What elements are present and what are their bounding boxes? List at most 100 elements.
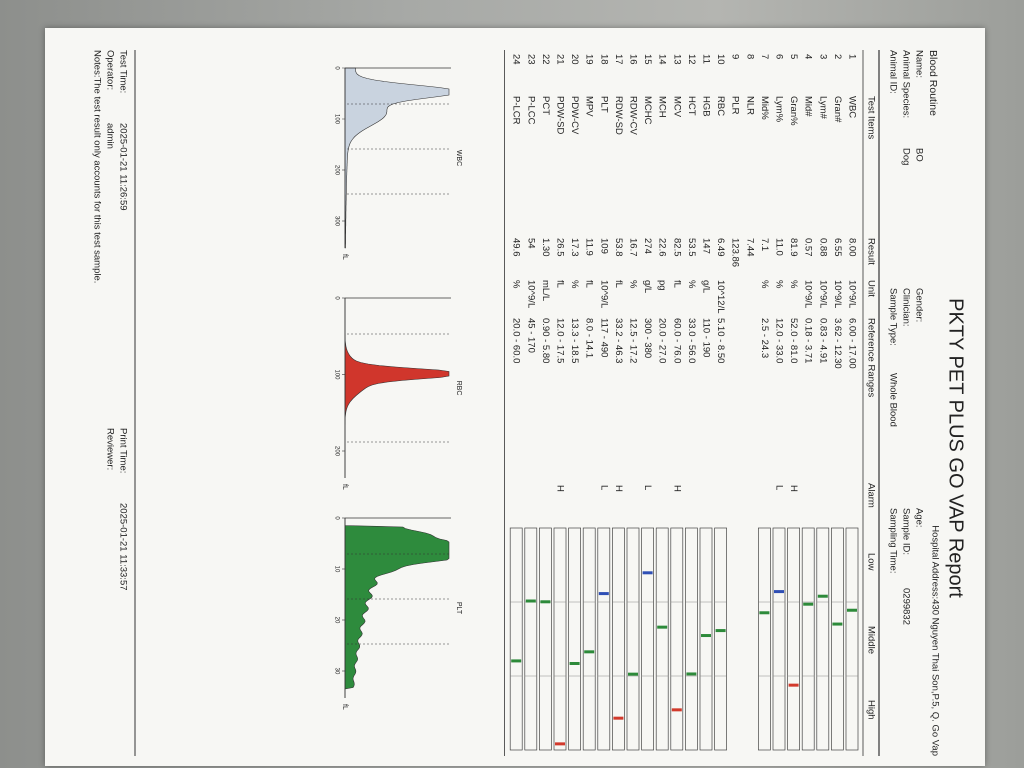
test-item: WBC: [846, 96, 857, 118]
alarm: H: [671, 485, 682, 492]
range-box: [597, 527, 611, 751]
result: 54: [525, 238, 536, 249]
reference-range: 12.5 - 17.2: [627, 318, 638, 363]
row-number: 16: [627, 54, 638, 65]
result: 274: [642, 238, 653, 254]
reference-range: 300 - 380: [642, 318, 653, 358]
column-header: Middle: [865, 626, 876, 654]
row-number: 13: [671, 54, 682, 65]
info-value: Dog: [900, 148, 911, 165]
unit: %: [773, 280, 784, 289]
result-marker: [584, 650, 595, 654]
range-box: [699, 527, 713, 751]
row-number: 7: [759, 54, 770, 59]
column-header: Low: [865, 553, 876, 571]
reference-range: 8.0 - 14.1: [584, 318, 595, 358]
alarm: L: [642, 485, 653, 490]
histogram-curve: [344, 67, 450, 249]
unit: %: [511, 280, 522, 289]
unit: 10^9/L: [832, 280, 843, 308]
row-number: 12: [686, 54, 697, 65]
range-box: [845, 527, 859, 751]
section-title: Blood Routine: [927, 50, 939, 116]
test-item: Mid#: [803, 96, 814, 117]
footer-value: 2025-01-21 11:33:57: [117, 503, 128, 591]
alarm: L: [598, 485, 609, 490]
histogram-unit: fL: [341, 704, 348, 710]
reference-range: 2.5 - 24.3: [759, 318, 770, 358]
result: 17.3: [569, 238, 580, 257]
result: 147: [700, 238, 711, 254]
info-label: Name:: [913, 50, 924, 78]
result: 53.8: [613, 238, 624, 257]
unit: fL: [554, 280, 565, 288]
histogram-curve: [344, 518, 450, 698]
info-value: Whole Blood: [887, 373, 898, 427]
test-item: RDW-CV: [627, 96, 638, 136]
histogram-label: RBC: [455, 381, 462, 396]
result: 1.30: [540, 238, 551, 257]
column-header: Unit: [865, 280, 876, 297]
row-number: 3: [817, 54, 828, 59]
histogram-tick-label: 0: [333, 296, 339, 300]
range-box: [758, 527, 771, 751]
test-item: P-LCC: [525, 96, 536, 125]
row-number: 10: [715, 54, 726, 65]
footer-label: Operator:: [104, 50, 115, 90]
row-number: 6: [773, 54, 784, 59]
unit: 10^9/L: [846, 280, 857, 308]
result-marker: [569, 661, 580, 665]
unit: %: [788, 280, 799, 289]
result-marker: [759, 611, 770, 615]
info-value: BO: [913, 148, 924, 162]
result: 0.57: [803, 238, 814, 257]
histogram-unit: fL: [341, 484, 348, 490]
info-label: Gender:: [913, 288, 924, 322]
histogram-label: WBC: [455, 150, 462, 166]
row-number: 21: [554, 54, 565, 65]
range-box: [626, 527, 640, 751]
result-marker: [832, 622, 843, 626]
result: 7.44: [744, 238, 755, 257]
report: PKTY PET PLUS GO VAP Report Hospital Addr…: [91, 50, 967, 756]
range-box: [670, 527, 684, 751]
unit: g/L: [700, 280, 711, 293]
reference-range: 12.0 - 33.0: [773, 318, 784, 363]
reference-range: 12.0 - 17.5: [554, 318, 565, 363]
column-header: High: [865, 700, 876, 720]
info-label: Sampling Time:: [887, 508, 898, 573]
result-marker: [598, 592, 609, 596]
result-marker: [847, 608, 857, 612]
result-marker: [657, 625, 668, 629]
range-box: [685, 527, 698, 751]
reference-range: 45 - 170: [525, 318, 536, 353]
test-item: MCHC: [642, 96, 653, 125]
reference-range: 5.10 - 8.50: [715, 318, 726, 363]
footer-label: Print Time:: [117, 428, 128, 473]
row-number: 11: [700, 54, 711, 64]
reference-range: 33.0 - 56.0: [686, 318, 697, 363]
unit: fL: [671, 280, 682, 288]
result-marker: [774, 590, 784, 594]
footer-value: admin: [104, 123, 115, 149]
unit: 10^9/L: [525, 280, 536, 308]
result-marker: [525, 599, 536, 603]
row-number: 23: [525, 54, 536, 65]
test-item: MCV: [671, 96, 682, 118]
result: 11.0: [773, 238, 784, 256]
unit: %: [686, 280, 697, 289]
histogram-tick-label: 200: [333, 165, 339, 176]
histogram-label: PLT: [455, 602, 462, 615]
result-marker: [642, 571, 653, 575]
histogram-tick-label: 20: [333, 617, 339, 624]
range-box: [831, 527, 844, 751]
test-item: HGB: [700, 96, 711, 117]
unit: %: [759, 280, 770, 289]
row-number: 2: [832, 54, 843, 59]
result-marker: [628, 672, 638, 676]
unit: mL/L: [540, 280, 551, 301]
footer-notes: Notes:The test result only accounts for …: [91, 50, 102, 283]
reference-range: 117 - 490: [598, 318, 609, 357]
reference-range: 110 - 190: [700, 318, 711, 357]
info-label: Animal ID:: [887, 50, 898, 94]
